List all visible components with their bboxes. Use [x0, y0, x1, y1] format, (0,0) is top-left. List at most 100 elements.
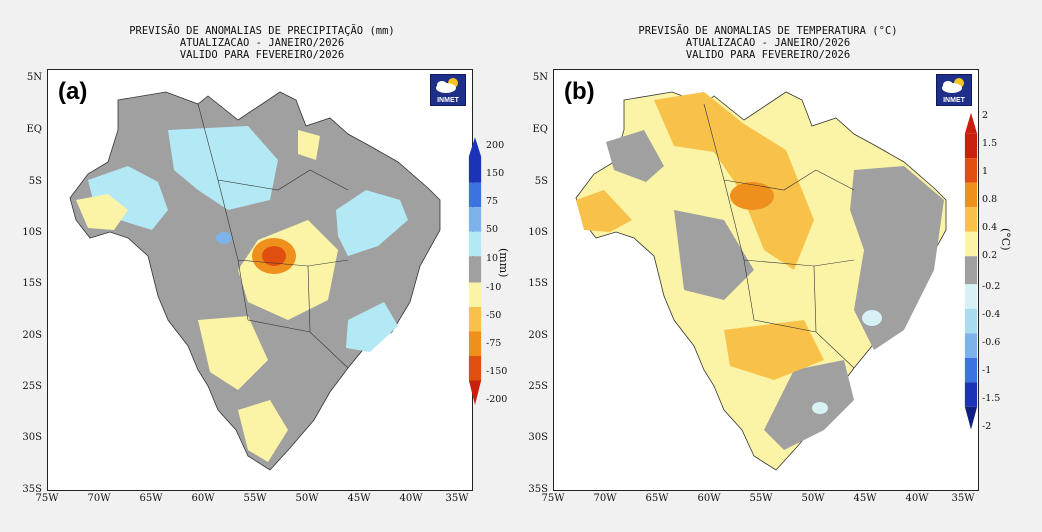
precip-cb-label-50: 50 — [486, 224, 499, 235]
temp-title-line-3: VALIDO PARA FEVEREIRO/2026 — [685, 49, 851, 61]
lat-tick-35s: 35S — [528, 484, 548, 495]
temp-cb-label-1-5: 1.5 — [982, 138, 998, 149]
precip-cb-label-minus150: -150 — [486, 366, 508, 377]
precipitation-panel: PREVISÃO DE ANOMALIAS DE PRECIPITAÇÃO (m… — [12, 0, 510, 532]
lat-tick-eq: EQ — [532, 124, 549, 135]
precip-colorbar — [468, 137, 482, 405]
lon-tick-50w: 50W — [295, 493, 319, 504]
inmet-logo-temp: INMET — [936, 74, 972, 106]
precip-title-line-2: ATUALIZACAO - JANEIRO/2026 — [179, 37, 345, 49]
temp-colorbar — [964, 112, 978, 430]
temp-title: PREVISÃO DE ANOMALIAS DE TEMPERATURA (°C… — [558, 25, 978, 61]
lat-tick-20s: 20S — [528, 330, 548, 341]
lat-tick-10s: 10S — [22, 227, 42, 238]
precip-cb-label-minus10: -10 — [486, 282, 502, 293]
lon-tick-35w: 35W — [951, 493, 975, 504]
lon-tick-55w: 55W — [749, 493, 773, 504]
precip-cb-label-minus75: -75 — [486, 338, 502, 349]
precip-unit-label: (mm) — [497, 248, 510, 278]
temp-orange-region-north — [654, 92, 814, 270]
temp-cb-label-minus-0-4: -0.4 — [982, 309, 1001, 320]
temp-cyan-patch-2 — [812, 402, 828, 414]
precip-title: PREVISÃO DE ANOMALIAS DE PRECIPITAÇÃO (m… — [52, 25, 472, 61]
lon-tick-35w: 35W — [445, 493, 469, 504]
inmet-logo-precip: INMET — [430, 74, 466, 106]
precip-cb-label-75: 75 — [486, 196, 499, 207]
lat-tick-15s: 15S — [22, 278, 42, 289]
precip-yellow-region-4 — [238, 400, 288, 462]
lon-tick-75w: 75W — [541, 493, 565, 504]
temp-cyan-patch-1 — [862, 310, 882, 326]
lat-tick-30s: 30S — [22, 432, 42, 443]
lat-tick-10s: 10S — [528, 227, 548, 238]
temp-grey-region-south — [764, 360, 854, 450]
precip-state-borders — [197, 103, 349, 369]
temp-cb-label-minus-0-6: -0.6 — [982, 337, 1001, 348]
temp-cb-label-0-4: 0.4 — [982, 222, 998, 233]
precip-panel-label: (a) — [58, 78, 88, 105]
temp-orange-region-west — [576, 190, 632, 232]
precip-yellow-region-1 — [76, 194, 128, 230]
temp-cb-label-minus-2: -2 — [982, 421, 992, 432]
lon-tick-70w: 70W — [593, 493, 617, 504]
precip-cb-label-minus50: -50 — [486, 310, 502, 321]
precip-cb-label-minus200: -200 — [486, 394, 508, 405]
temp-map-frame: (b) INMET — [553, 69, 979, 491]
temperature-panel: PREVISÃO DE ANOMALIAS DE TEMPERATURA (°C… — [518, 0, 1012, 532]
lat-tick-15s: 15S — [528, 278, 548, 289]
lon-tick-60w: 60W — [191, 493, 215, 504]
precip-yellow-region-3 — [198, 316, 268, 390]
lon-tick-50w: 50W — [801, 493, 825, 504]
temp-cb-label-minus-0-2: -0.2 — [982, 281, 1001, 292]
precip-cb-label-10: 10 — [486, 253, 499, 264]
lat-tick-20s: 20S — [22, 330, 42, 341]
temp-title-line-1: PREVISÃO DE ANOMALIAS DE TEMPERATURA (°C… — [638, 25, 898, 37]
lat-tick-5n: 5N — [532, 72, 548, 83]
temp-cb-label-minus-1-5: -1.5 — [982, 393, 1001, 404]
lat-tick-25s: 25S — [528, 381, 548, 392]
temp-cb-label-1: 1 — [982, 166, 989, 177]
temp-cb-label-2: 2 — [982, 110, 989, 121]
temp-title-line-2: ATUALIZACAO - JANEIRO/2026 — [685, 37, 851, 49]
lat-tick-5s: 5S — [534, 176, 548, 187]
lon-tick-40w: 40W — [399, 493, 423, 504]
inmet-logo-text: INMET — [943, 97, 965, 104]
lon-tick-65w: 65W — [645, 493, 669, 504]
temp-panel-label: (b) — [564, 78, 595, 105]
temp-unit-label: (°C) — [999, 228, 1012, 251]
temp-grey-region-southwest — [674, 210, 754, 300]
temp-orange-region-south — [724, 320, 824, 380]
precip-blue-region-north — [168, 126, 278, 210]
precip-blue-region-east — [336, 190, 408, 256]
lat-tick-5s: 5S — [28, 176, 42, 187]
lat-tick-eq: EQ — [26, 124, 43, 135]
precip-cb-label-200: 200 — [486, 140, 505, 151]
lon-tick-75w: 75W — [35, 493, 59, 504]
lon-tick-45w: 45W — [853, 493, 877, 504]
precip-blue-region-southeast — [346, 302, 398, 352]
lat-tick-5n: 5N — [26, 72, 42, 83]
lat-tick-25s: 25S — [22, 381, 42, 392]
lon-tick-60w: 60W — [697, 493, 721, 504]
precip-title-line-3: VALIDO PARA FEVEREIRO/2026 — [179, 49, 345, 61]
inmet-logo-text: INMET — [437, 97, 459, 104]
temp-dark-orange-anomaly — [730, 182, 774, 210]
lon-tick-45w: 45W — [347, 493, 371, 504]
lon-tick-65w: 65W — [139, 493, 163, 504]
precip-map — [69, 91, 441, 471]
temp-grey-region-northwest — [606, 130, 664, 182]
temp-grey-region-east — [850, 166, 944, 350]
weather-cloud-icon — [436, 78, 458, 93]
precip-map-frame: (a) INMET — [47, 69, 473, 491]
precip-red-anomaly — [262, 246, 286, 266]
weather-cloud-icon — [942, 78, 964, 93]
lat-tick-30s: 30S — [528, 432, 548, 443]
temp-map — [575, 91, 947, 471]
temp-cb-label-0-2: 0.2 — [982, 250, 998, 261]
lon-tick-55w: 55W — [243, 493, 267, 504]
temp-cb-label-0-8: 0.8 — [982, 194, 998, 205]
lon-tick-40w: 40W — [905, 493, 929, 504]
lon-tick-70w: 70W — [87, 493, 111, 504]
temp-cb-label-minus-1: -1 — [982, 365, 992, 376]
temp-state-borders — [703, 103, 855, 369]
